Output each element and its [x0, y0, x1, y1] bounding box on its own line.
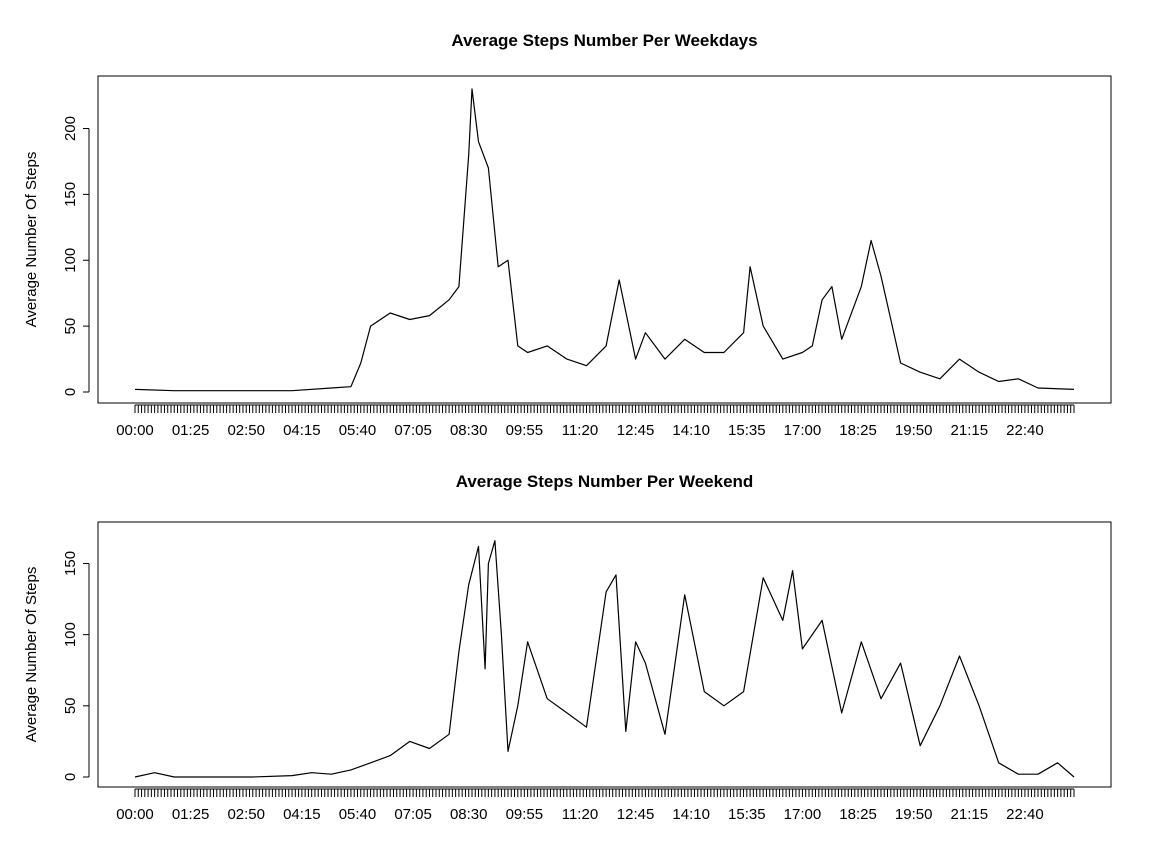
x-tick-label: 19:50 — [895, 806, 933, 823]
x-tick-label: 21:15 — [951, 422, 989, 439]
weekend-chart: Average Steps Number Per Weekend Average … — [23, 472, 1112, 823]
chart-title: Average Steps Number Per Weekend — [456, 472, 754, 491]
weekdays-chart: Average Steps Number Per Weekdays Average… — [23, 31, 1112, 439]
x-tick-label: 15:35 — [728, 806, 766, 823]
series-line — [134, 88, 1075, 392]
x-tick-label: 02:50 — [227, 422, 265, 439]
x-tick-label: 00:00 — [116, 422, 154, 439]
x-tick-label: 15:35 — [728, 422, 766, 439]
x-tick-label: 19:50 — [895, 422, 933, 439]
y-tick-label: 150 — [62, 551, 79, 576]
x-tick-label: 18:25 — [839, 806, 877, 823]
y-tick-label: 0 — [62, 388, 79, 396]
x-tick-label: 12:45 — [617, 422, 655, 439]
x-tick-label: 11:20 — [562, 806, 598, 823]
y-axis-label: Average Number Of Steps — [23, 567, 40, 743]
y-tick-label: 150 — [62, 182, 79, 207]
series-line — [134, 540, 1075, 778]
x-tick-label: 14:10 — [672, 422, 710, 439]
x-tick-label: 08:30 — [450, 806, 488, 823]
y-axis-label: Average Number Of Steps — [23, 152, 40, 328]
plot-frame — [97, 75, 1112, 404]
y-tick-label: 50 — [62, 697, 79, 714]
x-tick-label: 00:00 — [116, 806, 154, 823]
x-tick-label: 08:30 — [450, 422, 488, 439]
y-tick-label: 50 — [62, 318, 79, 335]
x-tick-label: 17:00 — [784, 806, 822, 823]
x-tick-label: 17:00 — [784, 422, 822, 439]
x-tick-label: 04:15 — [283, 422, 321, 439]
x-tick-label: 18:25 — [839, 422, 877, 439]
x-tick-label: 22:40 — [1006, 806, 1044, 823]
x-tick-label: 09:55 — [506, 806, 544, 823]
x-tick-label: 11:20 — [562, 422, 598, 439]
x-tick-label: 21:15 — [951, 806, 989, 823]
x-tick-label: 14:10 — [672, 806, 710, 823]
x-tick-label: 05:40 — [339, 806, 377, 823]
y-tick-label: 0 — [62, 773, 79, 781]
y-tick-label: 100 — [62, 248, 79, 273]
x-tick-label: 22:40 — [1006, 422, 1044, 439]
x-tick-label: 01:25 — [172, 806, 210, 823]
plot-frame — [97, 521, 1112, 788]
x-tick-label: 01:25 — [172, 422, 210, 439]
x-tick-label: 12:45 — [617, 806, 655, 823]
y-tick-label: 100 — [62, 622, 79, 647]
x-tick-label: 07:05 — [394, 806, 432, 823]
x-tick-label: 07:05 — [394, 422, 432, 439]
y-tick-label: 200 — [62, 116, 79, 141]
x-tick-label: 05:40 — [339, 422, 377, 439]
x-tick-label: 09:55 — [506, 422, 544, 439]
x-tick-label: 02:50 — [227, 806, 265, 823]
chart-title: Average Steps Number Per Weekdays — [451, 31, 757, 50]
x-tick-label: 04:15 — [283, 806, 321, 823]
